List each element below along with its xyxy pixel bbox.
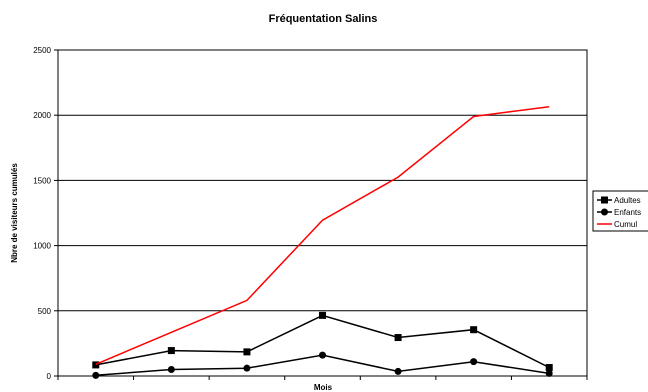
legend-label: Cumul bbox=[614, 220, 637, 229]
data-point-enfants bbox=[243, 364, 251, 372]
y-tick-label: 2500 bbox=[33, 46, 51, 55]
series-cumul bbox=[95, 105, 550, 365]
legend-item-adultes: Adultes bbox=[597, 196, 641, 205]
data-point-adultes bbox=[394, 334, 402, 342]
plot-area bbox=[57, 49, 588, 377]
legend-label: Enfants bbox=[614, 208, 641, 217]
legend-marker bbox=[601, 208, 608, 216]
legend-label: Adultes bbox=[614, 196, 641, 205]
x-axis-label: Mois bbox=[314, 383, 333, 392]
y-axis-ticks: 0 500 1000 1500 2000 2500 bbox=[33, 46, 588, 381]
legend-marker bbox=[601, 196, 608, 204]
gridlines bbox=[58, 114, 587, 312]
legend: Adultes Enfants Cumul bbox=[597, 196, 641, 229]
data-point-enfants bbox=[394, 367, 402, 375]
y-axis-label: Nbre de visiteurs cumulés bbox=[10, 163, 19, 263]
series-adultes bbox=[92, 311, 553, 372]
legend-item-enfants: Enfants bbox=[597, 208, 641, 217]
data-series bbox=[92, 105, 553, 379]
series-enfants bbox=[92, 351, 553, 379]
y-tick-label: 2000 bbox=[33, 111, 51, 120]
data-point-enfants bbox=[470, 358, 478, 366]
data-point-adultes bbox=[470, 326, 478, 334]
data-point-adultes bbox=[243, 348, 251, 356]
y-tick-label: 1500 bbox=[33, 176, 51, 185]
data-point-enfants bbox=[92, 371, 100, 379]
y-tick-label: 1000 bbox=[33, 242, 51, 251]
chart-title: Fréquentation Salins bbox=[269, 13, 378, 25]
y-tick-label: 500 bbox=[38, 307, 52, 316]
data-point-adultes bbox=[92, 361, 100, 369]
y-tick-label: 0 bbox=[47, 372, 52, 381]
data-point-adultes bbox=[319, 311, 326, 319]
data-point-enfants bbox=[167, 365, 175, 373]
series-line-cumul bbox=[95, 105, 550, 365]
legend-item-cumul: Cumul bbox=[597, 220, 637, 229]
data-point-enfants bbox=[545, 369, 553, 377]
data-point-adultes bbox=[545, 364, 553, 372]
data-point-adultes bbox=[167, 347, 175, 355]
data-point-enfants bbox=[319, 351, 326, 359]
